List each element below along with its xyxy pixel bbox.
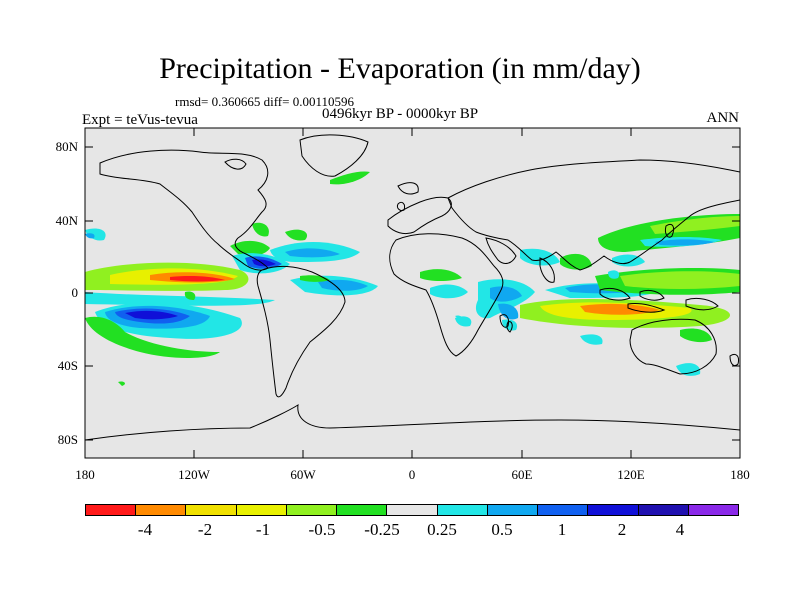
lon-label-120e: 120E: [617, 467, 645, 482]
lon-label-60w: 60W: [290, 467, 316, 482]
period-label: 0496kyr BP - 0000kyr BP: [322, 106, 479, 122]
lon-label-180w: 180: [75, 467, 95, 482]
chart-title: Precipitation - Evaporation (in mm/day): [159, 52, 641, 85]
lon-label-60e: 60E: [511, 467, 533, 482]
lat-label-80s: 80S: [57, 432, 78, 447]
colorbar-swatch: [437, 505, 488, 515]
colorbar-swatch: [186, 505, 237, 515]
colorbar-swatch: [337, 505, 388, 515]
colorbar-label: 1: [557, 520, 567, 539]
colorbar-label: -2: [197, 520, 213, 539]
stats-label: rmsd= 0.360665 diff= 0.00110596: [175, 94, 354, 109]
colorbar-label: 0.5: [491, 520, 513, 539]
lon-label-0: 0: [408, 467, 416, 482]
colorbar-label: -4: [137, 520, 153, 539]
colorbar-swatch: [136, 505, 187, 515]
colorbar-swatch: [286, 505, 338, 515]
colorbar-label: -1: [255, 520, 271, 539]
anomaly-field: [85, 171, 740, 386]
colorbar-swatch: [236, 505, 287, 515]
colorbar-swatch: [638, 505, 689, 515]
lat-label-0: 0: [71, 285, 79, 300]
season-label: ANN: [706, 110, 740, 126]
lat-label-80n: 80N: [55, 139, 78, 154]
colorbar-label: 0.25: [427, 520, 457, 539]
colorbar-swatch: [86, 505, 137, 515]
colorbar-swatch: [387, 505, 438, 515]
lat-label-40n: 40N: [55, 213, 78, 228]
colorbar-label: 4: [675, 520, 685, 539]
colorbar-swatch: [487, 505, 539, 515]
colorbar-label: 2: [617, 520, 627, 539]
colorbar: [85, 504, 739, 516]
colorbar-label: -0.5: [308, 520, 336, 539]
colorbar-swatch: [538, 505, 589, 515]
experiment-label: Expt = teVus-tevua: [82, 112, 198, 128]
lon-label-180e: 180: [730, 467, 750, 482]
colorbar-swatch: [588, 505, 639, 515]
axis-ticks: [84, 128, 741, 458]
colorbar-label: -0.25: [364, 520, 400, 539]
coastlines: [85, 134, 740, 441]
lat-label-40s: 40S: [57, 358, 78, 373]
colorbar-swatch: [688, 505, 739, 515]
lon-label-120w: 120W: [178, 467, 210, 482]
